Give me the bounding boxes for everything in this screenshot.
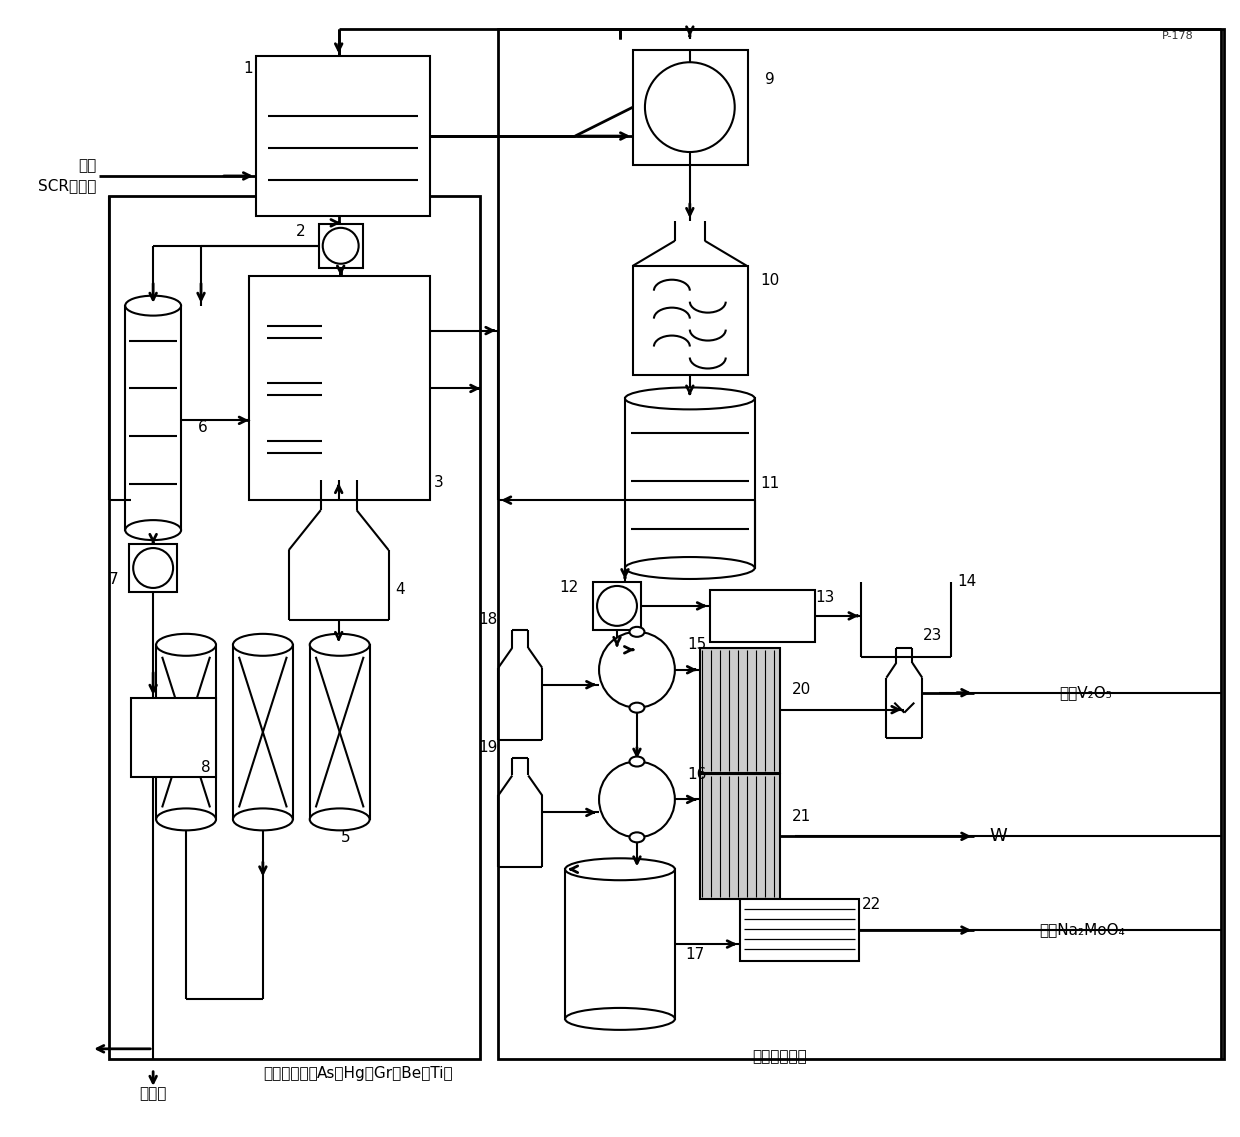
Ellipse shape: [156, 808, 216, 830]
Text: 15: 15: [687, 638, 707, 653]
Bar: [632, 50, 748, 165]
Text: 4: 4: [396, 582, 405, 597]
Text: 废固处理系统: 废固处理系统: [753, 1049, 807, 1064]
Bar: [310, 645, 370, 820]
Bar: [565, 870, 675, 1019]
Text: 1: 1: [243, 60, 253, 76]
Ellipse shape: [565, 858, 675, 880]
Bar: [156, 645, 216, 820]
Bar: [625, 398, 755, 568]
Ellipse shape: [565, 1007, 675, 1030]
Text: 20: 20: [792, 682, 811, 697]
Text: 免烧砖: 免烧砖: [139, 1086, 167, 1102]
Bar: [632, 266, 748, 375]
Text: 13: 13: [816, 590, 836, 605]
Circle shape: [133, 548, 174, 588]
Bar: [109, 196, 480, 1059]
Text: 废水处理系统: 废水处理系统: [263, 1067, 319, 1081]
Ellipse shape: [125, 296, 181, 316]
Ellipse shape: [630, 703, 645, 713]
Bar: [233, 645, 293, 820]
Bar: [131, 698, 216, 778]
Bar: [319, 224, 362, 267]
Ellipse shape: [125, 520, 181, 540]
Text: 18: 18: [479, 613, 498, 628]
Circle shape: [599, 762, 675, 837]
Ellipse shape: [156, 633, 216, 656]
Circle shape: [322, 227, 358, 264]
Circle shape: [645, 63, 735, 152]
Text: 14: 14: [957, 574, 977, 589]
Ellipse shape: [625, 388, 755, 409]
Text: 2: 2: [296, 224, 305, 239]
Bar: [129, 545, 177, 592]
Text: 高纯V₂O₅: 高纯V₂O₅: [1059, 686, 1112, 700]
Ellipse shape: [630, 832, 645, 843]
Bar: [125, 306, 181, 530]
Bar: [498, 30, 1224, 1059]
Bar: [255, 56, 430, 216]
Ellipse shape: [233, 808, 293, 830]
Text: 高纯Na₂MoO₄: 高纯Na₂MoO₄: [1039, 922, 1125, 938]
Bar: [740, 899, 859, 961]
Text: SCR催化剂: SCR催化剂: [38, 179, 97, 193]
Text: 21: 21: [792, 808, 811, 824]
Text: 17: 17: [686, 947, 704, 962]
Text: W: W: [990, 828, 1007, 845]
Text: 9: 9: [765, 72, 775, 86]
Text: As、Hg、Gr、Be、Ti等: As、Hg、Gr、Be、Ti等: [317, 1067, 454, 1081]
Bar: [699, 774, 780, 899]
Ellipse shape: [310, 808, 370, 830]
Text: 12: 12: [559, 581, 579, 596]
Text: 3: 3: [434, 475, 444, 490]
Bar: [249, 275, 430, 500]
Ellipse shape: [630, 756, 645, 766]
Text: P-178: P-178: [1162, 32, 1194, 41]
Text: 6: 6: [198, 420, 208, 434]
Text: 5: 5: [341, 830, 351, 845]
Circle shape: [596, 586, 637, 625]
Circle shape: [599, 632, 675, 707]
Bar: [699, 648, 780, 772]
Ellipse shape: [310, 633, 370, 656]
Text: 23: 23: [923, 629, 942, 644]
Text: 19: 19: [479, 740, 498, 755]
Text: 10: 10: [760, 273, 779, 288]
Bar: [709, 590, 815, 641]
Text: 7: 7: [108, 572, 118, 588]
Text: 16: 16: [687, 767, 707, 782]
Text: 8: 8: [201, 760, 211, 775]
Text: 22: 22: [862, 897, 880, 912]
Ellipse shape: [630, 626, 645, 637]
Text: 11: 11: [760, 475, 779, 491]
Bar: [593, 582, 641, 630]
Ellipse shape: [233, 633, 293, 656]
Text: 废弃: 废弃: [78, 158, 97, 174]
Ellipse shape: [625, 557, 755, 579]
